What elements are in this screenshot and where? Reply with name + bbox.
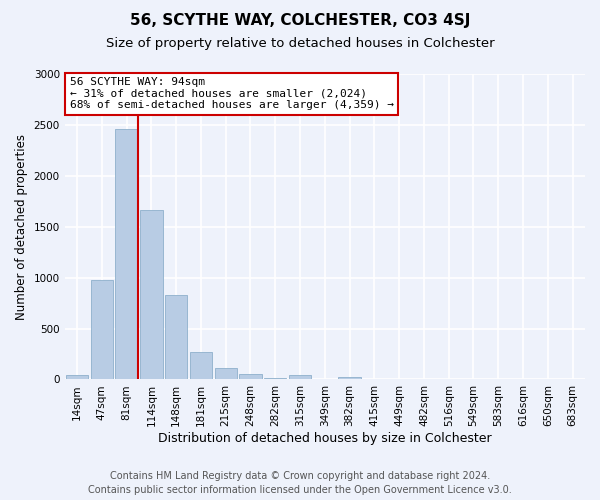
Bar <box>338 378 361 380</box>
Y-axis label: Number of detached properties: Number of detached properties <box>15 134 28 320</box>
Text: Size of property relative to detached houses in Colchester: Size of property relative to detached ho… <box>106 38 494 51</box>
Bar <box>91 280 113 380</box>
Text: 56 SCYTHE WAY: 94sqm
← 31% of detached houses are smaller (2,024)
68% of semi-de: 56 SCYTHE WAY: 94sqm ← 31% of detached h… <box>70 77 394 110</box>
Bar <box>289 376 311 380</box>
X-axis label: Distribution of detached houses by size in Colchester: Distribution of detached houses by size … <box>158 432 491 445</box>
Bar <box>215 368 237 380</box>
Bar <box>190 352 212 380</box>
Text: Contains HM Land Registry data © Crown copyright and database right 2024.
Contai: Contains HM Land Registry data © Crown c… <box>88 471 512 495</box>
Bar <box>115 129 138 380</box>
Text: 56, SCYTHE WAY, COLCHESTER, CO3 4SJ: 56, SCYTHE WAY, COLCHESTER, CO3 4SJ <box>130 12 470 28</box>
Bar <box>66 376 88 380</box>
Bar <box>239 374 262 380</box>
Bar <box>264 378 286 380</box>
Bar <box>140 210 163 380</box>
Bar <box>165 295 187 380</box>
